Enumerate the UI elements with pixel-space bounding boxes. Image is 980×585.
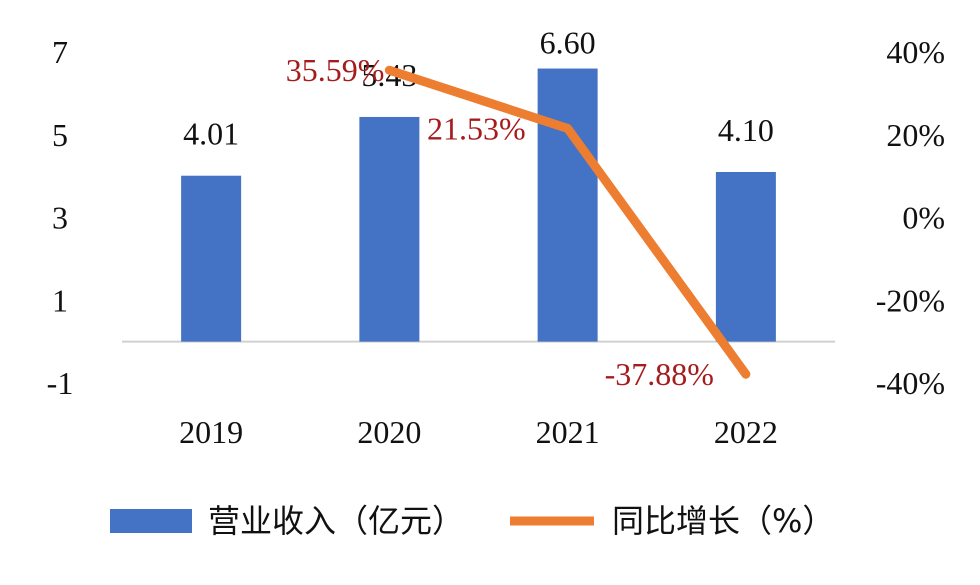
right-tick-label: 0% xyxy=(902,200,945,236)
growth-value-label: 35.59% xyxy=(286,52,385,88)
bar xyxy=(181,175,242,342)
x-tick-label: 2021 xyxy=(536,414,600,450)
legend-line-label: 同比增长（%） xyxy=(612,502,834,540)
right-tick-label: -40% xyxy=(876,365,945,401)
x-tick-label: 2019 xyxy=(179,414,243,450)
legend-bar-swatch xyxy=(110,509,192,533)
x-axis: 2019 2020 2021 2022 xyxy=(179,414,778,450)
left-axis: -1 1 3 5 7 xyxy=(47,34,74,401)
right-tick-label: 20% xyxy=(886,117,945,153)
right-tick-label: -20% xyxy=(876,282,945,318)
left-tick-label: 1 xyxy=(52,282,68,318)
growth-value-label: 21.53% xyxy=(427,110,526,146)
bar xyxy=(715,171,776,342)
legend-bar-label: 营业收入（亿元） xyxy=(208,502,464,540)
line-data-labels: 35.59% 21.53% -37.88% xyxy=(286,52,714,392)
left-tick-label: 7 xyxy=(52,34,68,70)
bar-value-label: 4.10 xyxy=(718,112,774,148)
legend: 营业收入（亿元） 同比增长（%） xyxy=(110,502,834,540)
left-tick-label: -1 xyxy=(47,365,74,401)
right-axis: -40% -20% 0% 20% 40% xyxy=(876,34,945,401)
x-tick-label: 2020 xyxy=(357,414,421,450)
bar xyxy=(537,68,598,342)
growth-line xyxy=(384,65,751,379)
left-tick-label: 5 xyxy=(52,117,68,153)
right-tick-label: 40% xyxy=(886,34,945,70)
growth-value-label: -37.88% xyxy=(605,356,714,392)
left-tick-label: 3 xyxy=(52,200,68,236)
bar xyxy=(359,116,420,342)
bar-value-label: 6.60 xyxy=(540,25,596,61)
line-series xyxy=(384,65,751,379)
x-tick-label: 2022 xyxy=(714,414,778,450)
bar-value-label: 4.01 xyxy=(183,116,239,152)
bar-series xyxy=(181,68,776,342)
